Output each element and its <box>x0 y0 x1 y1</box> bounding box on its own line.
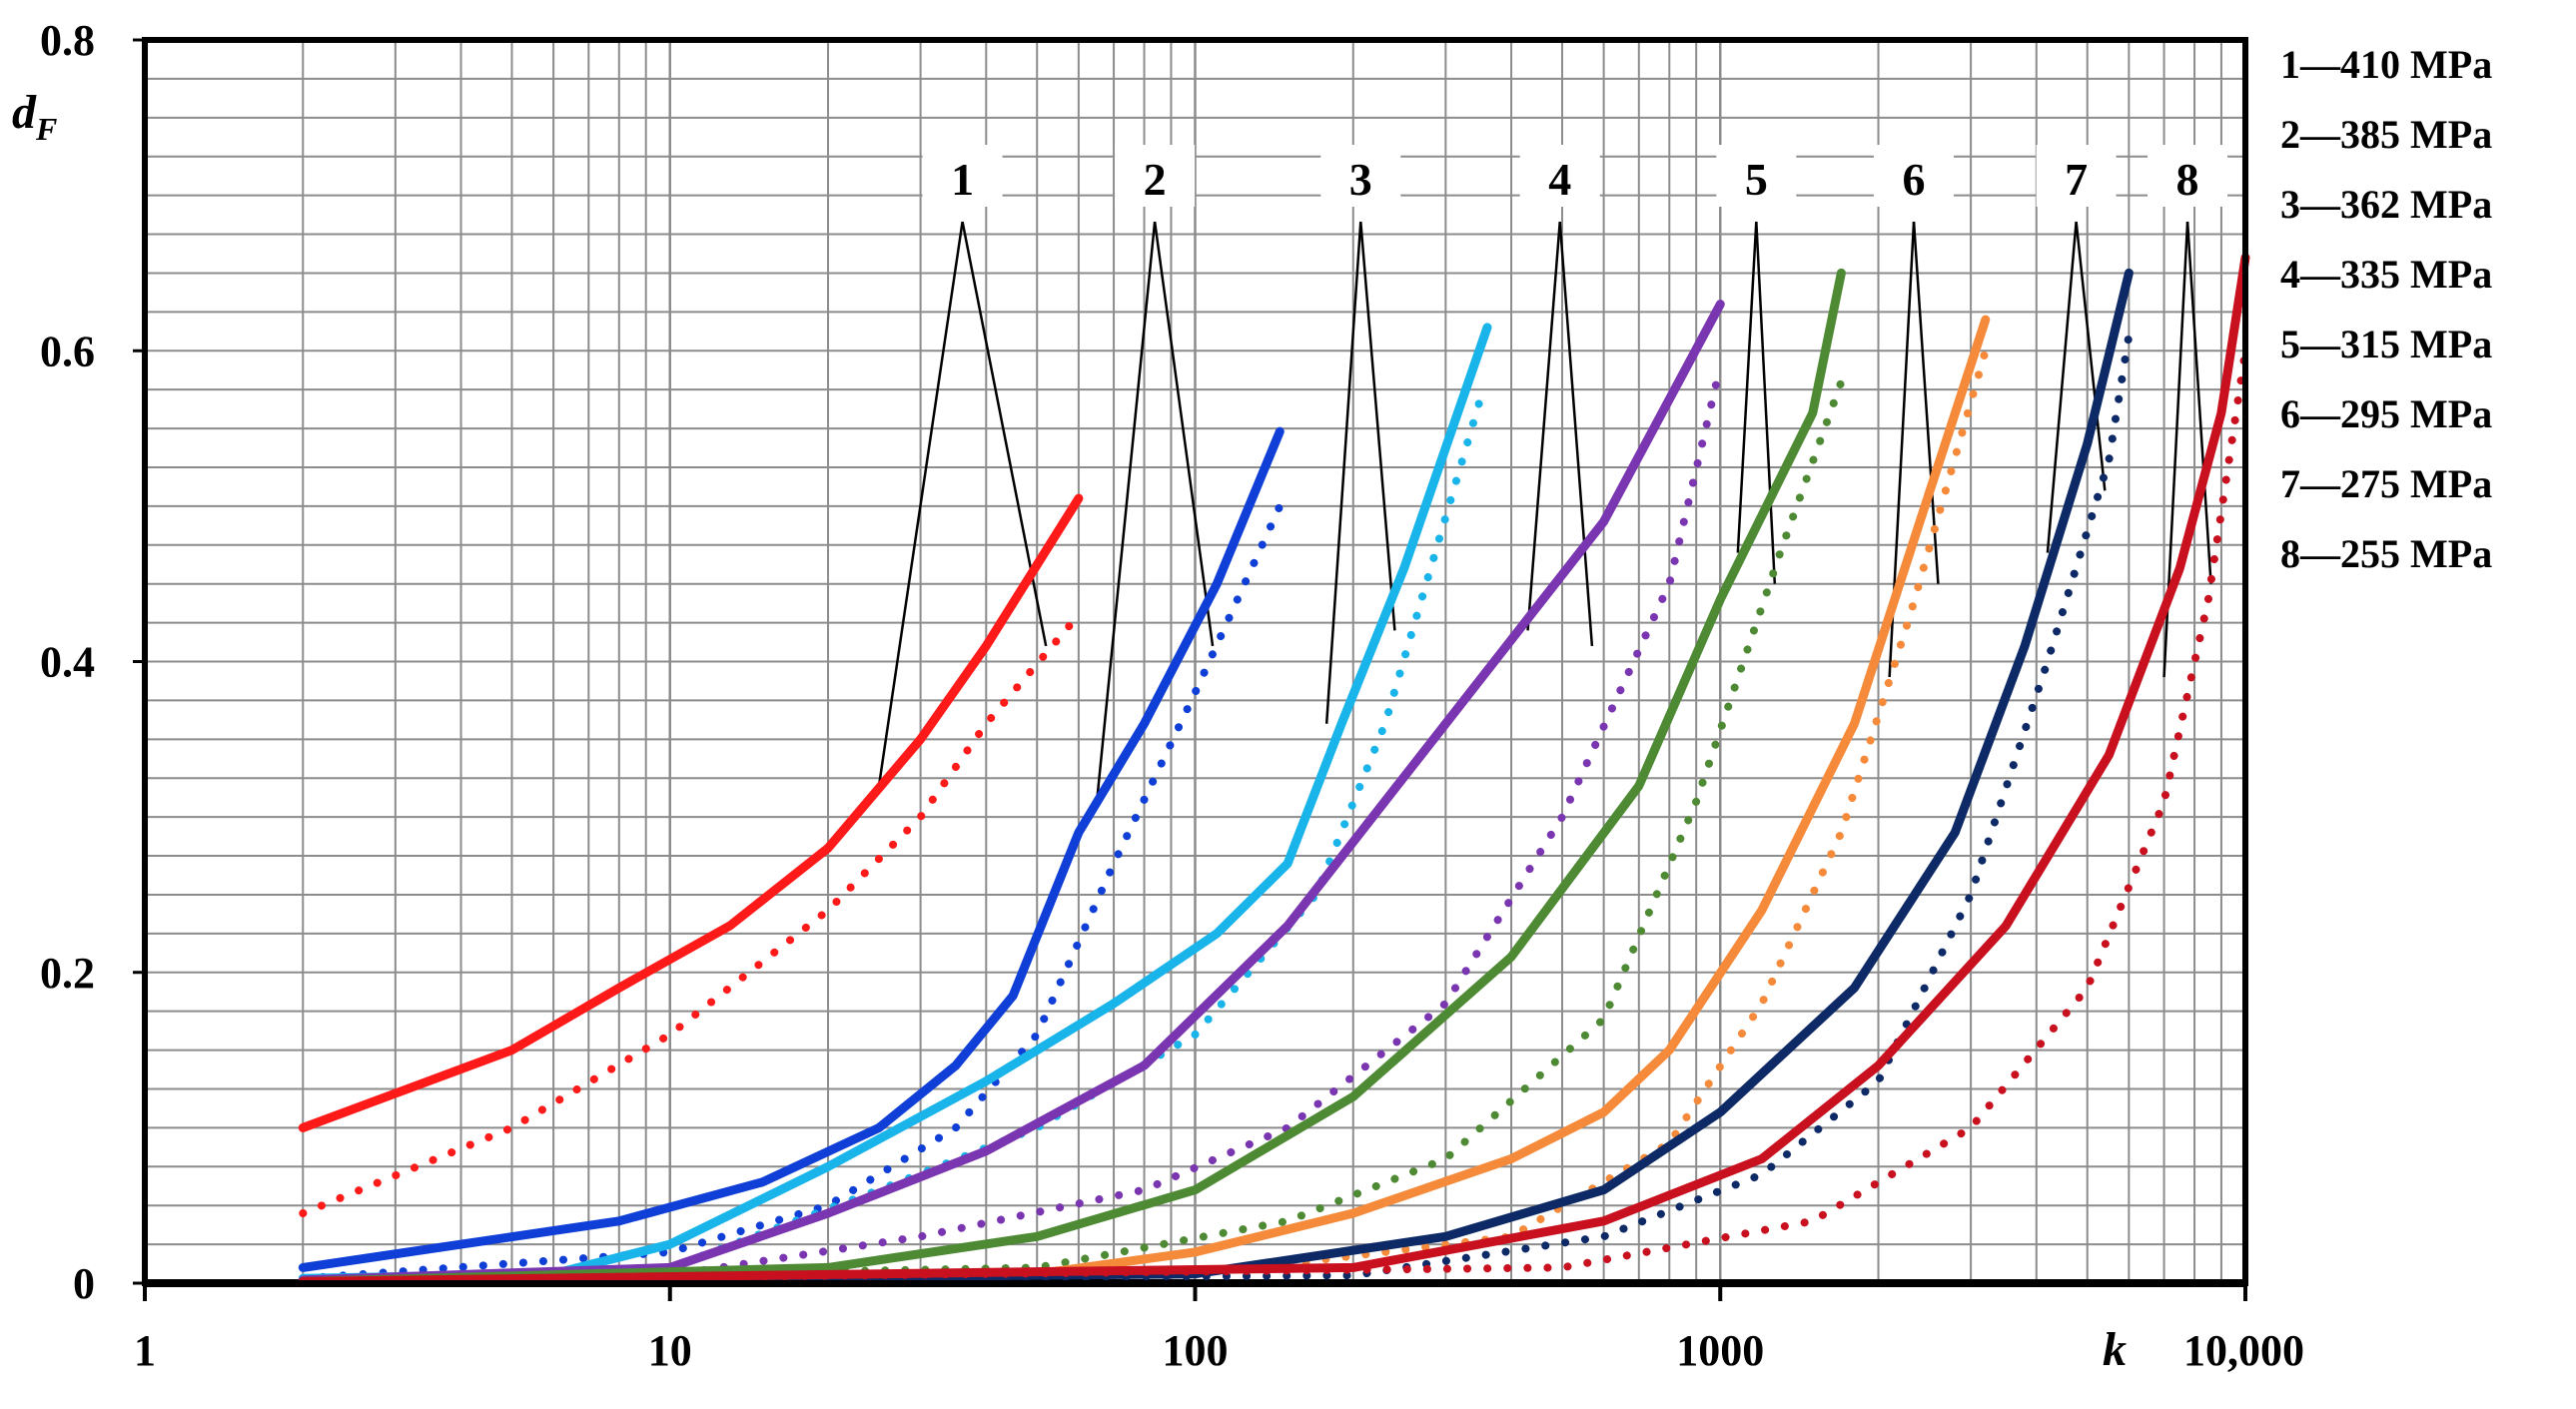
series-4-solid-line <box>298 300 1725 1285</box>
legend-entry: 7—275 MPa <box>2280 461 2492 506</box>
series-8-solid-line <box>298 253 2250 1286</box>
legend-entry: 3—362 MPa <box>2280 182 2492 227</box>
series-7-solid-line <box>298 268 2134 1286</box>
series-3-solid-line <box>298 323 1492 1283</box>
callout-3-leader-solid <box>1324 221 1362 724</box>
callout-5-label-background <box>1716 145 1797 207</box>
legend-entry: 5—315 MPa <box>2280 322 2492 366</box>
callout-2-label: 2 <box>1144 154 1167 205</box>
callout-1-label: 1 <box>951 154 974 205</box>
callout-7-leader-solid <box>2046 221 2078 553</box>
callout-2-label-background <box>1115 145 1196 207</box>
callout-1-leader-solid <box>877 221 964 787</box>
y-tick-label: 0.2 <box>40 949 95 998</box>
series-1-solid-line <box>298 493 1084 1132</box>
callout-7-label-background <box>2036 145 2117 207</box>
grid <box>145 40 2245 1287</box>
series-5-solid-line <box>298 268 1846 1286</box>
x-axis-ticks: 1 10 100 1000 10,000 <box>134 1283 2304 1375</box>
series-1-dotted-line <box>299 610 1083 1217</box>
series-3-dotted-line <box>299 392 1485 1284</box>
series-6-solid-line <box>298 315 1991 1286</box>
series-2-solid-line <box>298 426 1285 1272</box>
legend-entry: 2—385 MPa <box>2280 112 2492 157</box>
x-tick-label: 1000 <box>1676 1326 1764 1375</box>
series-8-dotted-line <box>299 347 2249 1286</box>
legend-entry: 8—255 MPa <box>2280 531 2492 576</box>
y-axis-label-main: d <box>12 86 37 139</box>
callout-8-label: 8 <box>2176 154 2199 205</box>
y-axis-label-subscript: F <box>35 111 57 147</box>
legend: 1—410 MPa 2—385 MPa 3—362 MPa 4—335 MPa 5—31… <box>2280 42 2492 576</box>
x-tick-label: 10,000 <box>2183 1326 2304 1375</box>
callout-4-leader-dotted <box>1558 221 1594 647</box>
series-4-dotted-line <box>299 361 1725 1286</box>
series-7-dotted-line <box>299 331 2134 1286</box>
series-group <box>298 253 2250 1286</box>
y-tick-label: 0 <box>73 1259 95 1308</box>
legend-entry: 4—335 MPa <box>2280 252 2492 297</box>
callout-2-leader-solid <box>1095 221 1157 802</box>
callout-2-leader-dotted <box>1153 221 1215 647</box>
callout-4-label-background <box>1519 145 1600 207</box>
legend-entry: 6—295 MPa <box>2280 391 2492 436</box>
callout-8-leader-dotted <box>2185 221 2212 584</box>
callout-3-label: 3 <box>1349 154 1372 205</box>
y-axis-label: dF <box>12 86 57 147</box>
callout-3-label-background <box>1320 145 1401 207</box>
series-2-dotted-line <box>299 501 1285 1283</box>
callout-7-label: 7 <box>2065 154 2088 205</box>
y-axis-ticks: 0 0.2 0.4 0.6 0.8 <box>40 16 145 1308</box>
x-tick-label: 100 <box>1163 1326 1229 1375</box>
callout-6-label-background <box>1874 145 1955 207</box>
y-tick-label: 0.8 <box>40 16 95 65</box>
callout-1-leader-dotted <box>961 221 1048 647</box>
callout-5-label: 5 <box>1745 154 1768 205</box>
callout-6-leader-dotted <box>1912 221 1940 584</box>
x-axis-label: k <box>2103 1323 2127 1376</box>
x-tick-label: 10 <box>648 1326 692 1375</box>
callouts: 1 2 3 4 5 6 7 8 <box>877 145 2228 802</box>
legend-entry: 1—410 MPa <box>2280 42 2492 87</box>
callout-1-label-background <box>922 145 1003 207</box>
callout-7-leader-dotted <box>2075 221 2107 491</box>
y-tick-label: 0.4 <box>40 638 95 687</box>
series-5-dotted-line <box>299 377 1846 1286</box>
x-tick-label: 1 <box>134 1326 156 1375</box>
callout-6-label: 6 <box>1903 154 1926 205</box>
callout-4-label: 4 <box>1548 154 1571 205</box>
callout-5-leader-dotted <box>1755 221 1777 584</box>
callout-8-label-background <box>2147 145 2228 207</box>
callout-3-leader-dotted <box>1359 221 1396 631</box>
y-tick-label: 0.6 <box>40 327 95 375</box>
callout-5-leader-solid <box>1736 221 1758 553</box>
callout-4-leader-solid <box>1526 221 1561 631</box>
